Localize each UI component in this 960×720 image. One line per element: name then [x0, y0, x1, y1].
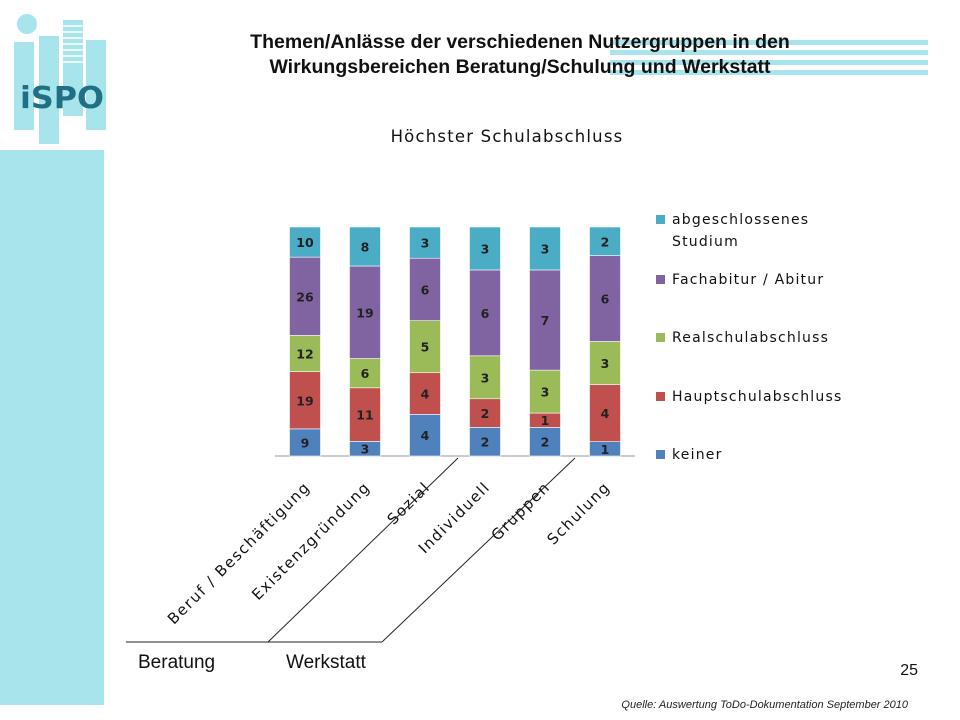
group-label-werkstatt: Werkstatt: [286, 652, 366, 673]
legend-label-realschulabschluss: Realschulabschluss: [672, 330, 829, 346]
legend-swatch-fachabitur-abitur: [656, 275, 665, 284]
bar-area: 9 19 12 26 10 3 11 6 19 8 4 4 5 6 3 2 2 3 6 3 2 1 3 7 3 1 4 3 6 2: [275, 226, 635, 457]
data-label-fachabitur-abitur-4: 6: [481, 306, 490, 321]
bar-segment-hauptschulabschluss-4: [469, 398, 501, 428]
data-label-hauptschulabschluss-6: 4: [601, 406, 610, 421]
beratung-diagonal-line: [267, 457, 459, 643]
data-label-hauptschulabschluss-1: 19: [296, 393, 313, 408]
bar-segment-hauptschulabschluss-6: [589, 384, 621, 442]
bar-segment-keiner-3: [409, 414, 441, 457]
bar-segment-hauptschulabschluss-2: [349, 387, 381, 442]
data-label-realschulabschluss-6: 3: [601, 356, 610, 371]
data-label-fachabitur-abitur-2: 19: [356, 305, 373, 320]
data-label-fachabitur-abitur-1: 26: [296, 289, 314, 304]
legend-label-hauptschulabschluss: Hauptschulabschluss: [672, 389, 842, 405]
bar-segment-fachabitur-abitur-3: [409, 257, 441, 321]
werkstatt-diagonal-line: [381, 457, 576, 643]
bar-segment-abgeschlossenes-studium-2: [349, 226, 381, 267]
legend-label-abgeschlossenes-studium: abgeschlossenes Studium: [672, 212, 809, 250]
logo-bar-1: [14, 42, 34, 130]
data-label-abgeschlossenes-studium-1: 10: [296, 235, 314, 250]
category-label-schulung: Schulung: [543, 478, 613, 548]
legend-swatch-keiner: [656, 450, 665, 459]
data-label-fachabitur-abitur-5: 7: [541, 313, 550, 328]
data-label-fachabitur-abitur-3: 6: [421, 282, 430, 297]
bar-segment-hauptschulabschluss-1: [289, 371, 321, 430]
bar-segment-fachabitur-abitur-1: [289, 256, 321, 336]
logo-bar-2: [39, 36, 59, 144]
data-label-realschulabschluss-1: 12: [296, 347, 313, 362]
group-label-beratung: Beratung: [138, 652, 216, 673]
legend-swatch-hauptschulabschluss: [656, 392, 665, 401]
legend-label-keiner: keiner: [672, 447, 723, 463]
bar-segment-abgeschlossenes-studium-6: [589, 226, 621, 256]
legend-swatch-realschulabschluss: [656, 333, 665, 342]
bar-segment-keiner-5: [529, 427, 561, 457]
bar-segment-hauptschulabschluss-3: [409, 372, 441, 415]
category-label-sozial: Sozial: [384, 478, 434, 528]
logo-text: iSPO: [20, 81, 104, 116]
data-label-keiner-1: 9: [301, 435, 310, 450]
data-label-realschulabschluss-4: 3: [481, 370, 490, 385]
bar-segment-abgeschlossenes-studium-4: [469, 226, 501, 271]
legend: abgeschlossenes Studium Fachabitur / Abitu…: [656, 212, 842, 463]
data-label-keiner-2: 3: [361, 442, 370, 457]
bar-segment-keiner-1: [289, 428, 321, 457]
data-label-realschulabschluss-2: 6: [361, 366, 370, 381]
bar-segment-realschulabschluss-3: [409, 320, 441, 374]
data-label-hauptschulabschluss-3: 4: [421, 387, 430, 402]
data-label-abgeschlossenes-studium-4: 3: [481, 241, 490, 256]
slide-title-line-2: Wirkungsbereichen Beratung/Schulung und …: [269, 56, 771, 78]
data-label-abgeschlossenes-studium-5: 3: [541, 241, 550, 256]
data-label-hauptschulabschluss-5: 1: [541, 413, 550, 428]
bar-segment-fachabitur-abitur-4: [469, 269, 501, 357]
data-label-fachabitur-abitur-6: 6: [601, 292, 610, 307]
bar-segment-keiner-4: [469, 427, 501, 457]
logo-dot: [17, 14, 37, 34]
bar-segment-realschulabschluss-1: [289, 335, 321, 372]
data-label-hauptschulabschluss-2: 11: [356, 408, 373, 423]
bar-segment-abgeschlossenes-studium-5: [529, 226, 561, 271]
logo-bar-4: [86, 40, 106, 130]
logo-stripes: [63, 25, 83, 63]
legend-label-fachabitur-abitur: Fachabitur / Abitur: [672, 272, 824, 288]
bar-segment-abgeschlossenes-studium-1: [289, 226, 321, 258]
source-note: Quelle: Auswertung ToDo-Dokumentation Se…: [621, 699, 908, 711]
ispo-logo: iSPO: [0, 14, 106, 705]
bar-segment-fachabitur-abitur-6: [589, 255, 621, 342]
data-label-abgeschlossenes-studium-2: 8: [361, 239, 370, 254]
left-accent-bar: [0, 150, 104, 705]
slide-title: Themen/Anlässe der verschiedenen Nutzerg…: [150, 30, 890, 80]
data-label-hauptschulabschluss-4: 2: [481, 406, 490, 421]
data-label-realschulabschluss-5: 3: [541, 385, 550, 400]
data-label-realschulabschluss-3: 5: [421, 340, 430, 355]
slide-title-line-1: Themen/Anlässe der verschiedenen Nutzerg…: [250, 31, 790, 53]
chart-title: Höchster Schulabschluss: [391, 127, 624, 146]
bar-segment-fachabitur-abitur-5: [529, 269, 561, 371]
bar-segment-realschulabschluss-6: [589, 341, 621, 385]
data-label-keiner-6: 1: [601, 442, 610, 457]
bar-segment-abgeschlossenes-studium-3: [409, 226, 441, 259]
data-label-abgeschlossenes-studium-3: 3: [421, 236, 430, 251]
bar-segment-realschulabschluss-2: [349, 358, 381, 389]
category-label-existenzgruendung: Existenzgründung: [248, 478, 374, 604]
page-number: 25: [900, 662, 918, 679]
data-label-keiner-4: 2: [481, 435, 490, 450]
data-label-abgeschlossenes-studium-6: 2: [601, 234, 610, 249]
data-label-keiner-5: 2: [541, 435, 550, 450]
legend-swatch-abgeschlossenes-studium: [656, 215, 665, 224]
group-divider-lines: [126, 457, 576, 643]
data-label-keiner-3: 4: [421, 428, 430, 443]
